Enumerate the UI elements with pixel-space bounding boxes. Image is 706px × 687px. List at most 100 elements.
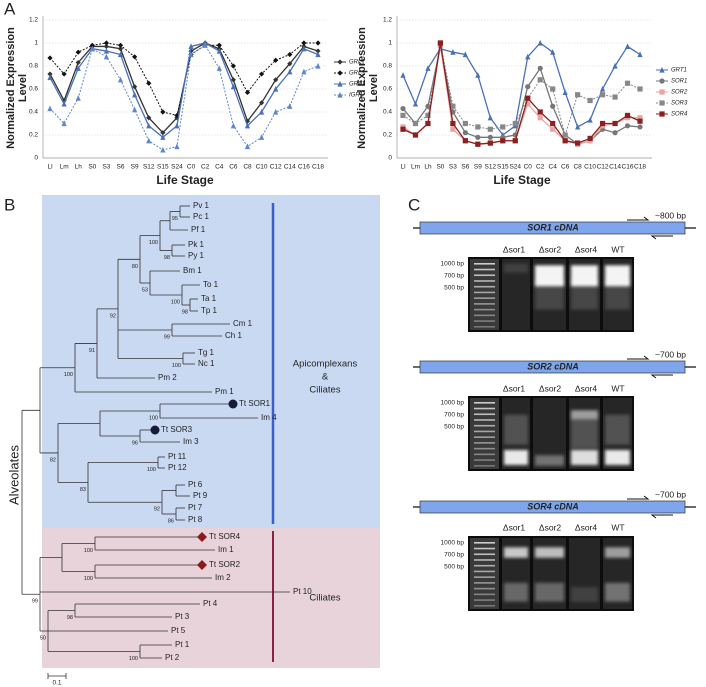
point [103,43,110,50]
point [425,112,431,119]
primer-arrow [627,216,650,221]
bootstrap-label: 100 [171,299,180,305]
bootstrap-label: 100 [172,363,181,369]
point [61,100,67,107]
x-tick-label: S9 [474,164,482,171]
bootstrap-label: 86 [168,518,174,524]
ladder-band [474,419,495,421]
gel-band [605,582,630,602]
point [174,122,180,129]
x-tick-label: S6 [117,164,125,171]
point [462,120,468,127]
point [230,63,236,69]
point [624,43,631,50]
lane-label: Δsor2 [539,244,561,254]
ladder-band [474,564,495,567]
ladder-band [474,465,495,467]
x-tick-label: C8 [573,164,582,171]
point [287,51,293,58]
point [146,122,152,129]
lane-label: Δsor4 [575,522,597,532]
y-tick-label: 0 [388,155,392,162]
series-line [49,44,319,151]
point [462,130,468,136]
gel-band [504,263,528,273]
gel-band [535,582,564,602]
ladder-band [474,542,495,544]
point [562,89,568,96]
x-tick-label: Lh [75,164,83,171]
ladder-label: 1000 bp [441,400,465,407]
point [315,51,321,58]
point [450,120,456,127]
point [562,138,568,144]
point [216,47,222,54]
point [637,124,643,130]
point [273,108,279,115]
y-tick-label: 1 [34,40,38,47]
point [512,120,518,127]
primer-arrow [627,355,650,360]
x-tick-label: C6 [561,164,570,171]
point [258,134,265,140]
x-tick-label: C18 [312,164,324,171]
point [117,76,124,83]
leaf-marker [150,425,160,435]
ladder-band [474,453,495,456]
point [47,55,53,61]
point [75,49,81,55]
point [216,42,222,48]
leaf-label: Im 2 [215,573,231,582]
bootstrap-label: 95 [172,216,178,222]
point [216,65,222,71]
point [174,143,180,150]
point [450,126,456,132]
leaf-label: Pt 12 [168,463,187,472]
y-axis-title: Normalized Expression [5,27,17,149]
point [160,130,166,136]
gel-band [504,414,528,445]
ladder-band [474,599,495,601]
leaf-label: Im 3 [183,437,199,446]
panel-label: C [408,195,420,214]
point [475,124,481,130]
point [47,71,53,77]
x-tick-label: S0 [436,164,444,171]
y-axis-title: Level [368,74,380,102]
point [146,115,152,121]
primer-arrow [627,495,650,500]
leaf-label: Tt SOR3 [161,425,193,434]
gel-band [535,279,564,310]
leaf-label: Tp 1 [201,306,218,315]
ladder-band [474,559,495,561]
ladder-label: 1000 bp [441,540,465,547]
gel-band [605,450,630,465]
clade-label: Apicomplexans [293,359,358,370]
legend-label: SOR1 [671,79,687,85]
leaf-label: Pt 7 [188,503,203,512]
x-axis-title: Life Stage [156,173,214,187]
bootstrap-label: 99 [164,334,170,340]
x-tick-label: C6 [229,164,238,171]
point [587,116,593,123]
leaf-label: Bm 1 [183,266,202,275]
point [512,138,518,144]
y-axis-title: Normalized Expression [356,27,368,149]
ladder-band [474,459,495,461]
y-tick-label: 0.6 [29,86,38,93]
point [599,92,606,98]
y-tick-label: 0.6 [383,86,392,93]
product-size: ~800 bp [655,210,686,220]
bootstrap-label: 100 [84,548,93,554]
leaf-label: Pt 3 [175,612,190,621]
point [132,106,138,113]
legend-label: GRL3 [349,71,365,77]
leaf-label: Tt SOR2 [209,560,241,569]
point [75,59,81,66]
gel-band [504,547,528,558]
leaf-marker [228,399,238,409]
point [315,62,321,69]
y-tick-label: 0.8 [383,63,392,70]
point [244,122,251,129]
x-tick-label: C12 [597,164,609,171]
